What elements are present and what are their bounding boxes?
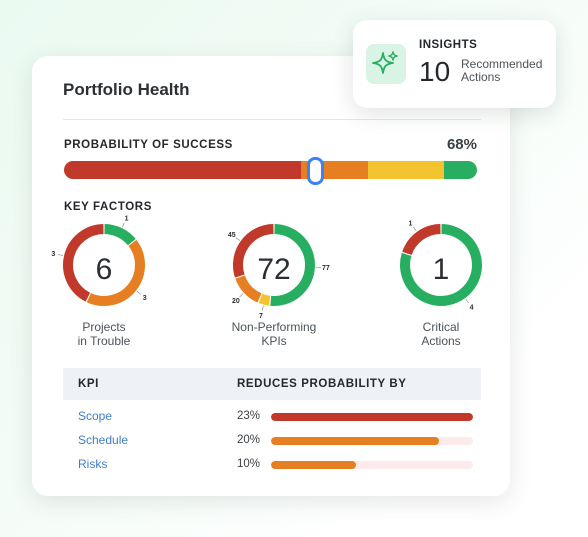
donut-leader-line: [58, 254, 64, 257]
donut-leader-line: [121, 222, 125, 228]
donut-segment: [258, 293, 271, 306]
donut-value: 6: [95, 253, 113, 286]
donut-segment-label: 45: [228, 232, 236, 239]
donut-segment-label: 77: [322, 265, 330, 272]
kpi-row-scope: Scope 23%: [63, 407, 481, 427]
donut-caption: Non-Performing KPIs: [209, 320, 339, 348]
kpi-column-header: KPI: [78, 378, 99, 390]
donut-chart: 41: [400, 220, 482, 312]
probability-segment: [367, 161, 444, 179]
donut-caption: Projects in Trouble: [39, 320, 169, 348]
kpi-bar-fill: [271, 413, 473, 421]
donut-leader-line: [136, 290, 141, 295]
probability-bar: [64, 161, 477, 179]
donut-segment: [235, 275, 262, 303]
donut-caption-line2: KPIs: [261, 334, 287, 348]
donut-segment: [86, 239, 145, 306]
donut-leader-line: [235, 237, 241, 241]
donut-segment-label: 1: [125, 216, 129, 223]
sparkle-icon: [366, 44, 406, 84]
probability-marker[interactable]: [307, 157, 325, 185]
insights-title: INSIGHTS: [419, 39, 478, 51]
donut-segment-label: 20: [232, 298, 240, 305]
kpi-row-schedule: Schedule 20%: [63, 431, 481, 451]
kpi-value: 23%: [237, 410, 261, 422]
donut-segment-label: 3: [143, 295, 147, 302]
donut-leader-line: [239, 293, 244, 298]
kpi-link[interactable]: Risks: [78, 457, 108, 471]
donut-segment: [233, 224, 274, 278]
kpi-value: 10%: [237, 458, 261, 470]
donut-projects-in-trouble[interactable]: 1 3 3 6 Projects in Trouble: [39, 216, 169, 374]
donut-caption-line1: Non-Performing: [231, 320, 317, 334]
portfolio-health-card: Portfolio Health PROBABILITY OF SUCCESS …: [32, 56, 510, 496]
donut-segment-label: 4: [470, 305, 474, 312]
kpi-bar-track: [271, 413, 473, 421]
probability-label: PROBABILITY OF SUCCESS: [64, 139, 233, 151]
donut-caption-line2: in Trouble: [77, 334, 131, 348]
donut-caption-line1: Projects: [82, 320, 126, 334]
donut-segment: [402, 224, 441, 256]
donut-segment: [400, 224, 482, 306]
insights-subtitle: Recommended Actions: [461, 58, 542, 84]
kpi-bar-fill: [271, 461, 356, 469]
kpi-bar-track: [271, 437, 473, 445]
insights-subtitle-line2: Actions: [461, 70, 501, 84]
donut-leader-line: [261, 305, 264, 311]
donut-segment: [104, 224, 136, 246]
kpi-row-risks: Risks 10%: [63, 455, 481, 475]
donut-segment: [63, 224, 104, 302]
donut-caption-line2: Actions: [421, 334, 461, 348]
card-title: Portfolio Health: [63, 80, 190, 99]
donut-non-performing-kpis[interactable]: 77 7 20 45 72 Non-Performing KPIs: [209, 224, 339, 374]
reduces-probability-column-header: REDUCES PROBABILITY BY: [237, 378, 407, 390]
kpi-table-header: KPI REDUCES PROBABILITY BY: [63, 368, 481, 400]
donut-segment-label: 7: [259, 313, 263, 320]
divider: [63, 119, 481, 120]
kpi-bar-track: [271, 461, 473, 469]
donut-leader-line: [413, 226, 417, 232]
donut-caption: Critical Actions: [376, 320, 506, 348]
donut-segment-label: 1: [408, 220, 412, 227]
kpi-link[interactable]: Schedule: [78, 433, 129, 447]
probability-segment: [64, 161, 302, 179]
key-factors-label: KEY FACTORS: [64, 201, 152, 213]
donut-segment-label: 3: [51, 251, 55, 258]
kpi-link[interactable]: Scope: [78, 409, 113, 423]
donut-caption-line1: Critical: [422, 320, 460, 334]
donut-value: 1: [432, 253, 450, 286]
insights-count: 10: [419, 56, 451, 87]
donut-leader-line: [465, 298, 469, 304]
probability-value: 68%: [446, 136, 477, 153]
probability-segment: [443, 161, 477, 179]
kpi-value: 20%: [237, 434, 261, 446]
donut-chart: 1 3 3: [51, 216, 147, 306]
insights-card[interactable]: INSIGHTS 10 Recommended Actions: [353, 20, 556, 108]
kpi-bar-fill: [271, 437, 439, 445]
donut-segment: [270, 224, 315, 306]
donut-value: 72: [257, 253, 291, 286]
insights-subtitle-line1: Recommended: [461, 57, 543, 71]
